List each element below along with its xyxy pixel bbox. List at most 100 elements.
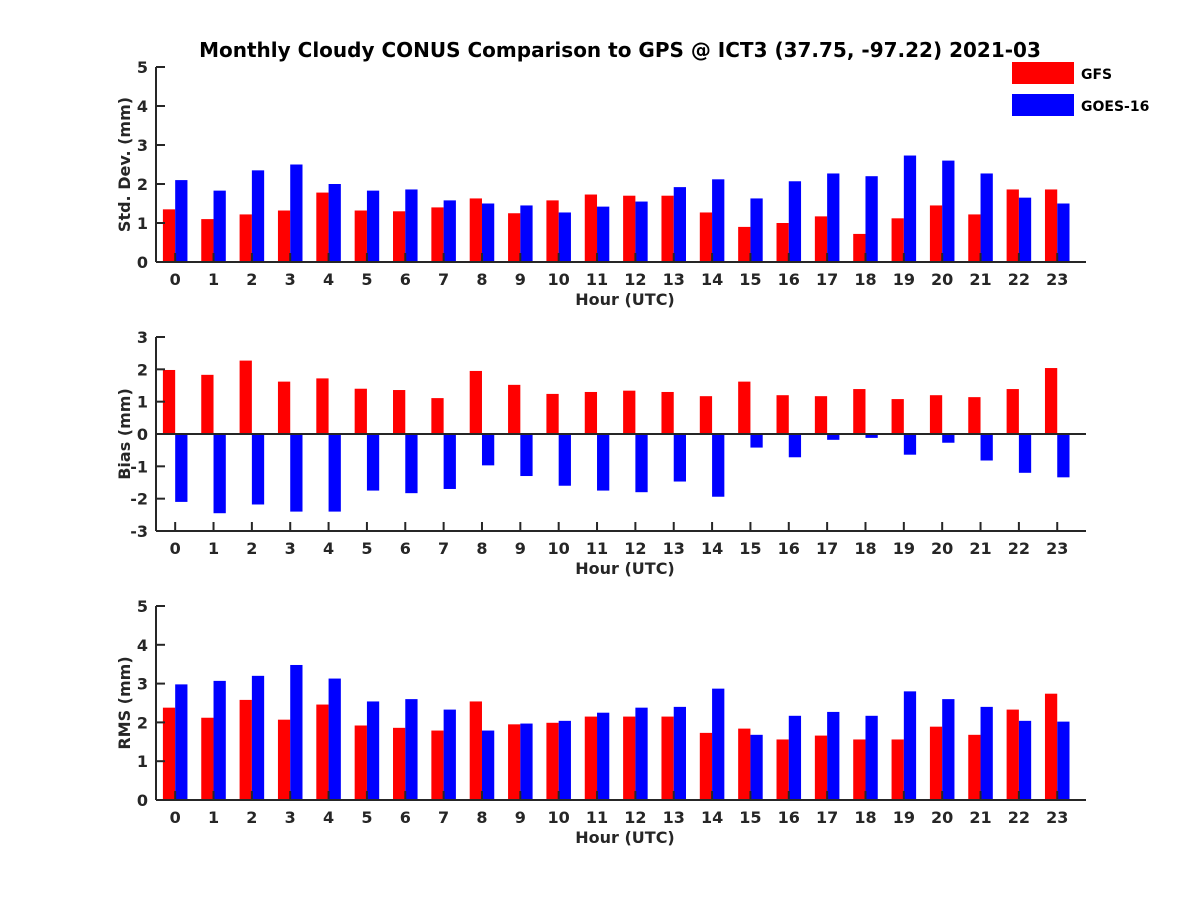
rms-bar-goes16-15: [750, 734, 763, 800]
std-dev-bar-gfs-17: [814, 216, 828, 262]
rms-x-tick-label: 7: [438, 808, 449, 827]
rms-bar-gfs-17: [814, 735, 828, 800]
rms-bar-goes16-20: [942, 699, 955, 800]
bias-bar-goes16-3: [290, 434, 303, 512]
rms-bar-goes16-8: [481, 730, 495, 800]
rms-x-tick-label: 23: [1046, 808, 1068, 827]
std-dev-bar-gfs-1: [201, 219, 214, 262]
std-dev-bar-goes16-12: [635, 201, 648, 262]
bias-x-tick-label: 6: [400, 539, 411, 558]
std-dev-x-label: Hour (UTC): [575, 290, 675, 309]
std-dev-bar-gfs-3: [277, 210, 291, 262]
std-dev-bar-gfs-11: [584, 194, 598, 262]
rms-bar-goes16-13: [673, 706, 686, 800]
bias-bar-gfs-11: [584, 391, 598, 434]
std-dev-x-tick-label: 5: [361, 270, 372, 289]
rms-bar-goes16-16: [788, 715, 802, 800]
std-dev-x-tick-label: 13: [663, 270, 685, 289]
std-dev-x-tick-label: 9: [515, 270, 526, 289]
rms-x-tick-label: 13: [663, 808, 685, 827]
bias-x-tick-label: 15: [739, 539, 761, 558]
legend-label-gfs: GFS: [1081, 67, 1112, 83]
std-dev-bar-goes16-3: [290, 164, 303, 262]
std-dev-bar-gfs-7: [431, 207, 444, 262]
bias-bar-goes16-22: [1018, 434, 1032, 473]
bias-bar-gfs-2: [239, 360, 252, 434]
bias-bar-goes16-4: [328, 434, 341, 512]
rms-x-label: Hour (UTC): [575, 828, 675, 847]
std-dev-bar-goes16-16: [788, 181, 802, 262]
bias-bar-goes16-19: [903, 434, 917, 455]
std-dev-x-tick-label: 3: [285, 270, 296, 289]
bias-bar-goes16-16: [788, 434, 802, 458]
bias-bar-gfs-5: [354, 388, 367, 434]
std-dev-bar-goes16-13: [673, 187, 686, 262]
std-dev-x-tick-label: 16: [778, 270, 800, 289]
rms-bar-gfs-0: [162, 707, 176, 800]
rms-bar-gfs-13: [661, 716, 674, 800]
bias-bar-gfs-20: [929, 395, 943, 434]
bias-x-tick-label: 5: [361, 539, 372, 558]
rms-x-tick-label: 5: [361, 808, 372, 827]
rms-bar-gfs-20: [929, 726, 943, 800]
rms-x-tick-label: 3: [285, 808, 296, 827]
bias-y-tick-label: 3: [137, 328, 148, 347]
rms-bar-goes16-10: [558, 720, 571, 800]
bias-bar-goes16-1: [213, 434, 226, 514]
bias-bar-gfs-15: [738, 381, 751, 434]
rms-x-tick-label: 19: [893, 808, 915, 827]
rms-x-tick-label: 17: [816, 808, 838, 827]
bias-x-tick-label: 2: [246, 539, 257, 558]
rms-bar-goes16-5: [366, 701, 380, 800]
bias-x-tick-label: 18: [854, 539, 876, 558]
rms-bar-gfs-21: [968, 734, 981, 800]
bias-bar-goes16-9: [520, 434, 533, 477]
bias-y-tick-label: 1: [137, 393, 148, 412]
bias-x-tick-label: 19: [893, 539, 915, 558]
rms-x-tick-label: 16: [778, 808, 800, 827]
std-dev-bar-gfs-9: [508, 213, 521, 262]
rms-bar-gfs-7: [431, 730, 444, 800]
bias-bar-gfs-4: [316, 378, 329, 434]
rms-y-tick-label: 2: [137, 713, 148, 732]
rms-y-tick-label: 5: [137, 597, 148, 616]
bias-bar-goes16-5: [366, 434, 380, 491]
bias-x-tick-label: 13: [663, 539, 685, 558]
bias-y-tick-label: 2: [137, 360, 148, 379]
bias-x-tick-label: 23: [1046, 539, 1068, 558]
rms-x-tick-label: 10: [548, 808, 570, 827]
std-dev-x-tick-label: 6: [400, 270, 411, 289]
rms-bar-gfs-9: [508, 724, 521, 800]
bias-y-tick-label: 0: [137, 425, 148, 444]
std-dev-bar-goes16-10: [558, 212, 571, 262]
bias-x-tick-label: 11: [586, 539, 608, 558]
bias-bar-goes16-20: [942, 434, 955, 443]
rms-x-tick-label: 21: [969, 808, 991, 827]
std-dev-x-tick-label: 8: [476, 270, 487, 289]
rms-y-tick-label: 4: [137, 636, 148, 655]
std-dev-bar-goes16-18: [865, 176, 878, 262]
std-dev-bar-gfs-4: [316, 192, 329, 262]
bias-y-tick-label: -2: [130, 490, 148, 509]
rms-bar-gfs-19: [891, 739, 904, 800]
rms-bar-goes16-22: [1018, 720, 1032, 800]
bias-x-tick-label: 20: [931, 539, 953, 558]
rms-x-tick-label: 0: [170, 808, 181, 827]
bias-bar-gfs-14: [699, 396, 713, 434]
bias-x-tick-label: 22: [1008, 539, 1030, 558]
bias-bar-gfs-8: [469, 370, 482, 434]
std-dev-x-tick-label: 1: [208, 270, 219, 289]
std-dev-bar-gfs-22: [1006, 189, 1019, 262]
rms-bar-gfs-2: [239, 699, 252, 800]
bias-bar-goes16-10: [558, 434, 571, 486]
bias-x-tick-label: 0: [170, 539, 181, 558]
rms-x-tick-label: 22: [1008, 808, 1030, 827]
std-dev-x-tick-label: 15: [739, 270, 761, 289]
std-dev-x-tick-label: 18: [854, 270, 876, 289]
std-dev-bar-goes16-5: [366, 190, 380, 262]
chart-title: Monthly Cloudy CONUS Comparison to GPS @…: [199, 38, 1041, 62]
rms-bar-gfs-10: [546, 722, 559, 800]
